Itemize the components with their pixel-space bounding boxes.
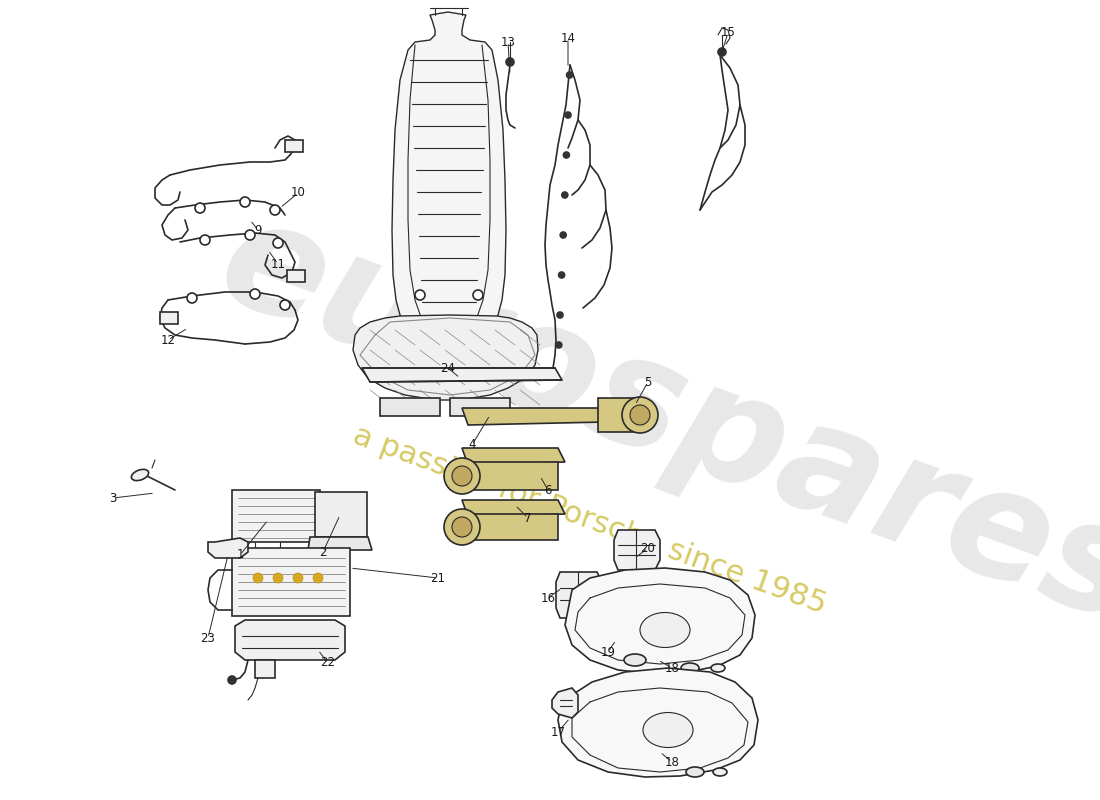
Circle shape	[473, 290, 483, 300]
Text: 24: 24	[440, 362, 455, 374]
Circle shape	[452, 517, 472, 537]
Circle shape	[240, 197, 250, 207]
Circle shape	[270, 205, 280, 215]
Ellipse shape	[686, 767, 704, 777]
Circle shape	[444, 509, 480, 545]
Circle shape	[557, 312, 563, 318]
Text: 3: 3	[109, 491, 117, 505]
Text: eurospares: eurospares	[200, 185, 1100, 655]
Text: 21: 21	[430, 571, 446, 585]
Circle shape	[566, 72, 573, 78]
Text: 6: 6	[544, 483, 552, 497]
Text: 19: 19	[601, 646, 616, 658]
Circle shape	[559, 272, 564, 278]
Polygon shape	[462, 462, 558, 490]
Circle shape	[452, 466, 472, 486]
Bar	[379, 398, 440, 416]
Circle shape	[293, 573, 303, 583]
Text: 7: 7	[525, 511, 531, 525]
Polygon shape	[308, 537, 372, 550]
Text: 4: 4	[469, 438, 475, 451]
Text: 22: 22	[320, 657, 336, 670]
Text: 13: 13	[500, 35, 516, 49]
Polygon shape	[462, 500, 565, 517]
Polygon shape	[556, 572, 602, 618]
Circle shape	[273, 573, 283, 583]
Circle shape	[280, 300, 290, 310]
Bar	[287, 270, 305, 282]
Circle shape	[444, 458, 480, 494]
Text: 11: 11	[271, 258, 286, 270]
Circle shape	[250, 289, 260, 299]
Circle shape	[195, 203, 205, 213]
Polygon shape	[353, 315, 538, 400]
Ellipse shape	[640, 613, 690, 647]
Bar	[285, 140, 303, 152]
Text: 10: 10	[290, 186, 306, 199]
Circle shape	[556, 342, 562, 348]
Circle shape	[251, 558, 258, 566]
Circle shape	[415, 290, 425, 300]
Text: 9: 9	[254, 223, 262, 237]
Ellipse shape	[131, 470, 149, 481]
Text: a passion for Porsche since 1985: a passion for Porsche since 1985	[350, 421, 830, 619]
Circle shape	[506, 58, 514, 66]
Circle shape	[563, 152, 570, 158]
Circle shape	[621, 397, 658, 433]
Text: 20: 20	[640, 542, 656, 554]
Circle shape	[187, 293, 197, 303]
Polygon shape	[565, 568, 755, 674]
Polygon shape	[235, 620, 345, 660]
Polygon shape	[552, 688, 578, 718]
Circle shape	[314, 573, 323, 583]
Ellipse shape	[711, 664, 725, 672]
Text: 17: 17	[550, 726, 565, 738]
Polygon shape	[598, 398, 640, 432]
Text: 18: 18	[664, 662, 680, 674]
Text: 15: 15	[720, 26, 736, 39]
Ellipse shape	[624, 654, 646, 666]
Circle shape	[200, 235, 210, 245]
Ellipse shape	[644, 713, 693, 747]
Text: 1: 1	[236, 549, 244, 562]
Circle shape	[277, 559, 283, 565]
Polygon shape	[255, 660, 275, 678]
Circle shape	[444, 334, 452, 342]
Text: 2: 2	[319, 546, 327, 558]
Polygon shape	[362, 368, 562, 382]
Text: 16: 16	[540, 591, 556, 605]
Polygon shape	[462, 514, 558, 540]
Polygon shape	[462, 408, 605, 425]
Circle shape	[560, 232, 566, 238]
Polygon shape	[462, 448, 565, 465]
Text: 18: 18	[664, 755, 680, 769]
Bar	[160, 312, 178, 324]
Polygon shape	[614, 530, 660, 570]
Bar	[450, 398, 510, 416]
Circle shape	[565, 112, 571, 118]
Bar	[232, 490, 320, 542]
Circle shape	[718, 48, 726, 56]
Text: 5: 5	[645, 375, 651, 389]
Text: 12: 12	[161, 334, 176, 346]
Text: 23: 23	[200, 631, 216, 645]
Polygon shape	[208, 538, 248, 558]
Circle shape	[630, 405, 650, 425]
Circle shape	[228, 676, 236, 684]
Polygon shape	[392, 12, 506, 343]
Polygon shape	[558, 668, 758, 777]
Bar	[315, 492, 367, 537]
Circle shape	[562, 192, 568, 198]
Bar	[232, 548, 350, 616]
Text: 14: 14	[561, 31, 575, 45]
Circle shape	[273, 238, 283, 248]
Ellipse shape	[681, 663, 698, 673]
Circle shape	[245, 230, 255, 240]
Circle shape	[253, 573, 263, 583]
Ellipse shape	[713, 768, 727, 776]
